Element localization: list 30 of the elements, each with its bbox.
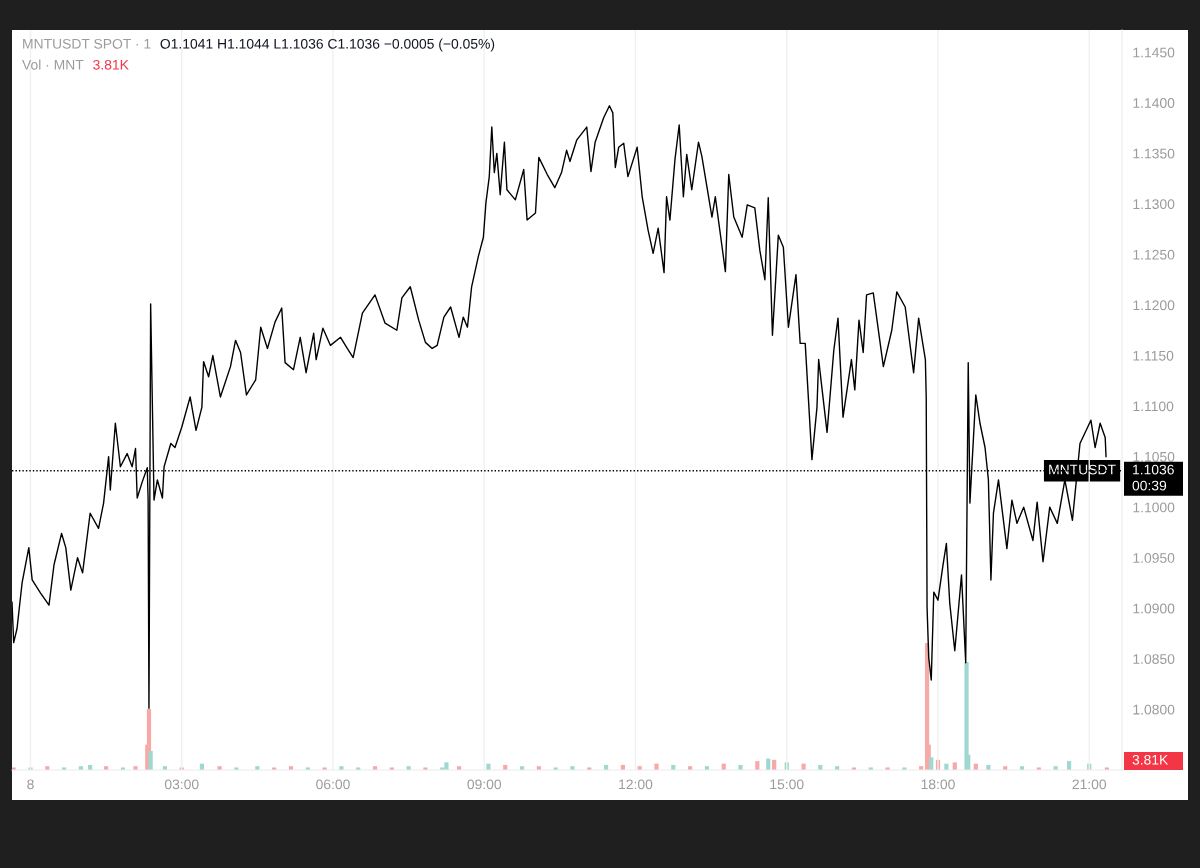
x-tick-label: 8 [27, 779, 34, 790]
y-tick-label: 1.1300 [1133, 199, 1175, 210]
y-tick-label: 1.0850 [1133, 654, 1175, 664]
chart-title: MNTUSDT SPOT · 1 [23, 38, 151, 49]
y-tick-label: 1.0800 [1133, 704, 1175, 715]
text: 3.81K [1132, 754, 1169, 765]
text: O1.1041 H1.1044 L1.1036 C1.1036 −0.0005 (−0.05%) [160, 38, 495, 52]
x-tick-label: 21:00 [1072, 779, 1107, 790]
x-tick-label: 15:00 [770, 779, 804, 790]
x-tick-label: 09:00 [467, 779, 502, 790]
y-tick-label: 1.1050 [1133, 451, 1175, 462]
y-tick-label: 1.1450 [1133, 47, 1175, 58]
y-tick-label: 1.0950 [1133, 553, 1175, 563]
y-tick-label: 1.1200 [1133, 300, 1175, 311]
x-tick-label: 12:00 [619, 779, 653, 790]
x-tick-label: 06:00 [316, 779, 350, 790]
y-tick-label: 1.1350 [1133, 148, 1175, 159]
chart-title: Vol · MNT [22, 59, 84, 70]
x-tick-label: 18:00 [921, 779, 955, 790]
annotation: 3.81K [93, 59, 129, 70]
y-tick-label: 1.0900 [1133, 603, 1175, 614]
y-tick-label: 1.1150 [1133, 350, 1174, 361]
y-tick-label: 1.1100 [1133, 401, 1174, 412]
text: 00:39 [1132, 480, 1167, 491]
y-tick-label: 1.1000 [1133, 502, 1175, 513]
x-tick-label: 03:00 [164, 779, 199, 790]
ref-line-label: MNTUSDT [1049, 464, 1116, 475]
y-tick-label: 1.1400 [1133, 98, 1175, 108]
text: 1.1036 [1133, 464, 1174, 475]
y-tick-label: 1.1250 [1133, 249, 1175, 260]
